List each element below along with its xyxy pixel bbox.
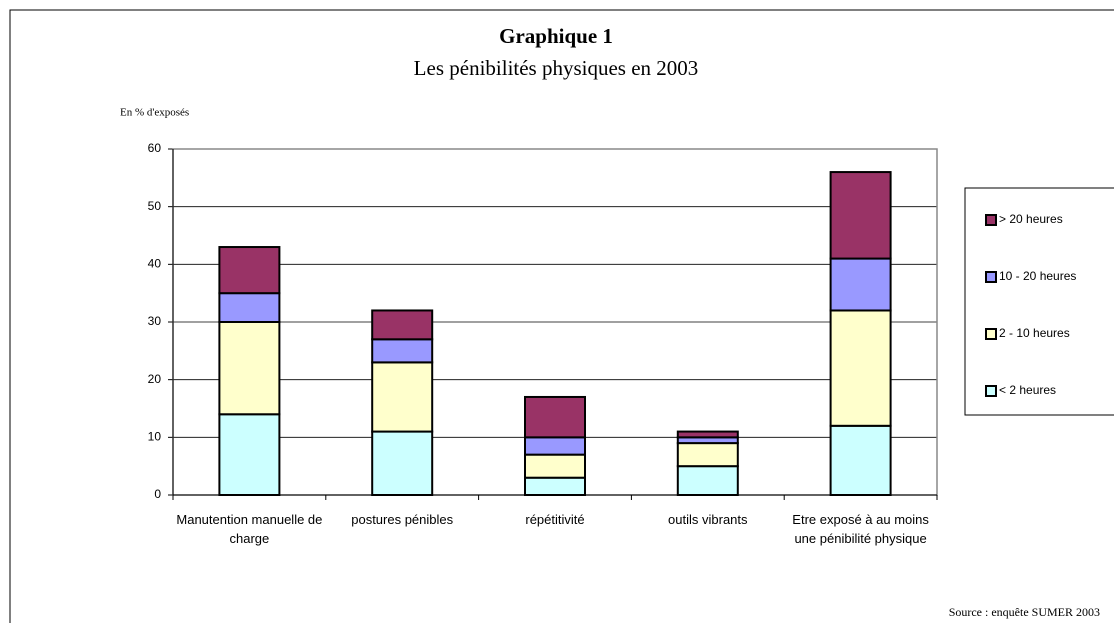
legend-swatch	[985, 385, 997, 397]
bar-segment	[371, 338, 434, 364]
y-tick-label: 10	[148, 430, 162, 444]
chart-title: Graphique 1	[499, 24, 613, 48]
chart-subtitle: Les pénibilités physiques en 2003	[414, 56, 699, 80]
bar-segment	[524, 436, 586, 456]
bar-segment	[829, 424, 892, 496]
x-tick-label: Manutention manuelle de charge	[176, 512, 323, 546]
y-tick-label: 40	[148, 257, 162, 271]
bar-segment	[371, 309, 434, 341]
y-tick-label: 50	[148, 199, 162, 213]
legend-label: 10 - 20 heures	[999, 269, 1076, 283]
y-tick-label: 30	[148, 314, 162, 328]
x-tick-label: outils vibrants	[668, 512, 748, 527]
bar-segment	[676, 465, 739, 496]
bar-segment	[676, 442, 739, 468]
x-tick-label: postures pénibles	[351, 512, 454, 527]
x-tick-label: Etre exposé à au moins une pénibilité ph…	[792, 512, 929, 546]
bar-segment	[371, 361, 434, 433]
y-tick-label: 0	[154, 487, 161, 501]
bar-segment	[218, 413, 281, 496]
bar-segment	[524, 395, 586, 439]
legend-label: < 2 heures	[999, 383, 1056, 397]
y-tick-label: 60	[148, 141, 162, 155]
frame	[9, 9, 1114, 623]
bar-segment	[371, 430, 434, 497]
legend-swatch	[985, 328, 997, 340]
bar-segment	[524, 453, 586, 479]
bar-segment	[829, 257, 892, 312]
bar-segment	[829, 309, 892, 427]
y-tick-label: 20	[148, 372, 162, 386]
x-tick-label: répétitivité	[525, 512, 585, 527]
bar-segment	[218, 292, 281, 323]
legend-label: > 20 heures	[999, 212, 1063, 226]
legend-swatch	[985, 214, 997, 226]
bar-segment	[218, 246, 281, 295]
legend-swatch	[985, 271, 997, 283]
bar-segment	[829, 171, 892, 260]
bar-segment	[676, 430, 739, 439]
bar-segment	[218, 321, 281, 416]
y-axis-label: En % d'exposés	[120, 107, 189, 119]
bar-segment	[524, 476, 586, 497]
source: Source : enquête SUMER 2003	[949, 605, 1100, 619]
legend-label: 2 - 10 heures	[999, 326, 1070, 340]
